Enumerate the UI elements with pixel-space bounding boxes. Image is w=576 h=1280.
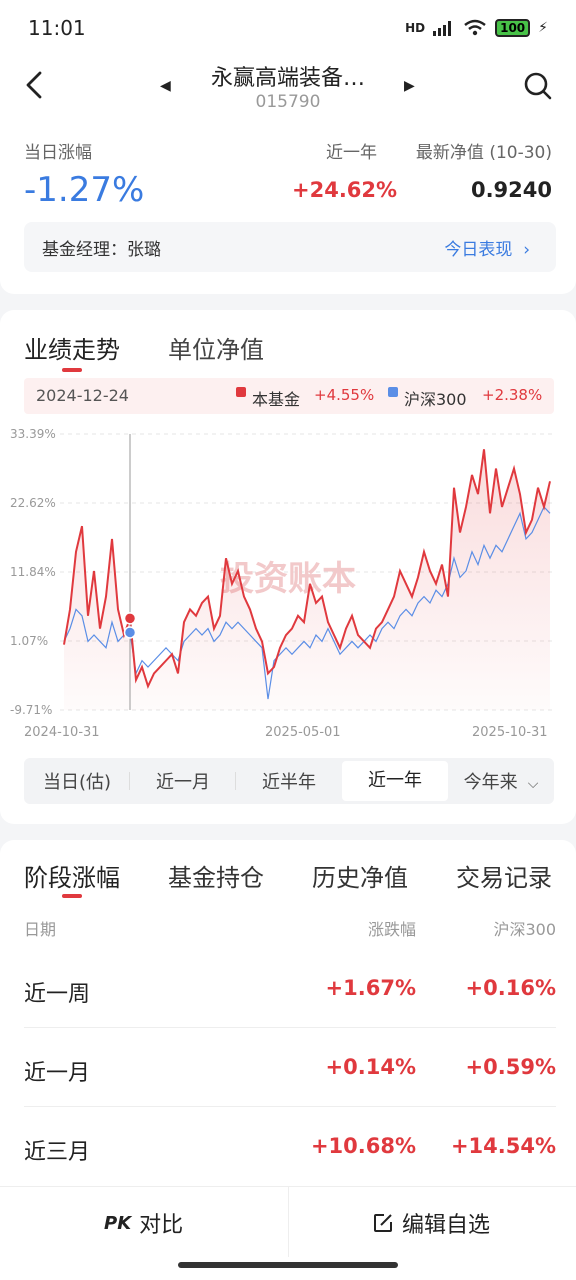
home-indicator [178, 1262, 398, 1268]
fund-code: 015790 [255, 92, 321, 112]
compare-label: 对比 [139, 1213, 184, 1238]
chart-legend: 2024-12-24 本基金 +4.55% 沪深300 +2.38% [24, 378, 554, 414]
period-performance-card: 阶段涨幅 基金持仓 历史净值 交易记录 日期 涨跌幅 沪深300 近一周 +1.… [0, 840, 576, 1200]
row-label: 近三月 [24, 1140, 91, 1165]
fund-series-line [63, 449, 551, 689]
column-header-index: 沪深300 [493, 920, 556, 939]
daily-change-value: -1.27% [24, 170, 145, 210]
column-header-change: 涨跌幅 [367, 920, 416, 939]
edit-watchlist-label: 编辑自选 [402, 1213, 491, 1238]
row-change: +1.67% [325, 976, 416, 1000]
nav-value: 0.9240 [470, 178, 552, 202]
index-series-line [63, 505, 551, 700]
active-tab-indicator [62, 368, 82, 372]
today-performance-label: 今日表现 [444, 240, 513, 260]
legend-date: 2024-12-24 [36, 386, 129, 405]
index-legend-marker [388, 387, 398, 397]
edit-icon [374, 1214, 392, 1232]
status-time: 11:01 [28, 16, 86, 40]
row-index: +14.54% [450, 1134, 556, 1158]
table-row[interactable]: 近三月 +10.68% +14.54% [24, 1108, 556, 1186]
signal-icon [433, 21, 452, 36]
chart-card: 业绩走势 单位净值 2024-12-24 本基金 +4.55% 沪深300 +2… [0, 310, 576, 824]
table-row[interactable]: 近一周 +1.67% +0.16% [24, 950, 556, 1028]
x-tick-label: 2024-10-31 [24, 725, 100, 740]
fund-legend-marker [236, 387, 246, 397]
daily-change-label: 当日涨幅 [24, 143, 92, 163]
fund-crosshair-dot [123, 612, 137, 625]
search-icon[interactable] [522, 70, 554, 102]
chevron-right-icon: › [517, 240, 530, 260]
fund-legend-value: +4.55% [314, 386, 375, 404]
compare-button[interactable]: PK 对比 [104, 1207, 183, 1239]
performance-chart[interactable]: 投资账本 33.39% 22.62% 11.84% 1.07% -9.71% 2024-1… [0, 422, 576, 742]
prev-fund-icon[interactable]: ◀ [160, 78, 171, 94]
tab-period-returns[interactable]: 阶段涨幅 [24, 864, 120, 892]
nav-label: 最新净值 (10-30) [415, 143, 552, 163]
x-tick-label: 2025-05-01 [265, 725, 341, 740]
y-tick-label: 22.62% [10, 496, 56, 510]
fund-legend-label: 本基金 [252, 390, 301, 409]
range-6-months[interactable]: 近半年 [262, 772, 316, 793]
tab-nav-history[interactable]: 历史净值 [312, 864, 408, 892]
y-tick-label: 33.39% [10, 427, 56, 441]
y-tick-label: 11.84% [10, 565, 56, 579]
status-bar: 11:01 HD 100 ⚡ [0, 0, 576, 56]
status-icons: HD 100 ⚡ [405, 19, 548, 37]
fund-area [64, 449, 550, 710]
index-legend-label: 沪深300 [404, 390, 467, 409]
charging-icon: ⚡ [538, 20, 548, 36]
manager-name: 基金经理：张璐 [42, 240, 161, 260]
y-tick-label: -9.71% [10, 703, 52, 717]
range-ytd[interactable]: 今年来 ⌵ [448, 768, 554, 794]
tab-unit-nav[interactable]: 单位净值 [168, 336, 264, 364]
year-change-label: 近一年 [326, 143, 377, 163]
tab-holdings[interactable]: 基金持仓 [168, 864, 264, 892]
table-row[interactable]: 近一月 +0.14% +0.59% [24, 1029, 556, 1107]
manager-row[interactable]: 基金经理：张璐 今日表现 › [24, 222, 556, 272]
row-index: +0.59% [465, 1055, 556, 1079]
range-selector: 当日(估) 近一月 近半年 近一年 今年来 ⌵ [24, 758, 554, 804]
x-tick-label: 2025-10-31 [472, 725, 548, 740]
signal-label: HD [405, 21, 426, 35]
bottom-divider [288, 1187, 289, 1257]
perf-active-tab-indicator [62, 894, 82, 898]
row-change: +0.14% [325, 1055, 416, 1079]
row-change: +10.68% [310, 1134, 416, 1158]
row-label: 近一周 [24, 982, 91, 1007]
pk-icon: PK [104, 1212, 132, 1234]
performance-chart-svg: 投资账本 33.39%22.62%11.84%1.07%-9.71%2024-1… [10, 427, 554, 740]
wifi-icon [464, 19, 486, 36]
chevron-down-icon: ⌵ [523, 776, 539, 792]
range-ytd-label: 今年来 [463, 772, 518, 793]
column-header-date: 日期 [24, 920, 57, 939]
index-legend-value: +2.38% [482, 386, 543, 404]
battery-icon: 100 [495, 19, 531, 37]
tab-transactions[interactable]: 交易记录 [456, 864, 552, 892]
edit-watchlist-button[interactable]: 编辑自选 [372, 1207, 490, 1239]
y-tick-label: 1.07% [10, 634, 48, 648]
row-label: 近一月 [24, 1061, 91, 1086]
year-change-value: +24.62% [292, 178, 398, 202]
back-icon[interactable] [20, 70, 50, 100]
index-crosshair-dot [123, 626, 137, 639]
today-performance-link[interactable]: 今日表现 › [444, 235, 530, 260]
top-nav: ◀ 永赢高端装备… 015790 ▶ [0, 56, 576, 126]
fund-title: 永赢高端装备… [210, 66, 365, 91]
range-1-year[interactable]: 近一年 [342, 761, 448, 801]
next-fund-icon[interactable]: ▶ [404, 78, 415, 94]
fund-summary: 当日涨幅 近一年 最新净值 (10-30) -1.27% +24.62% 0.9… [0, 126, 576, 294]
row-index: +0.16% [465, 976, 556, 1000]
range-today-estimate[interactable]: 当日(估) [24, 768, 130, 794]
range-1-month[interactable]: 近一月 [130, 768, 236, 794]
tab-performance-trend[interactable]: 业绩走势 [24, 336, 120, 364]
